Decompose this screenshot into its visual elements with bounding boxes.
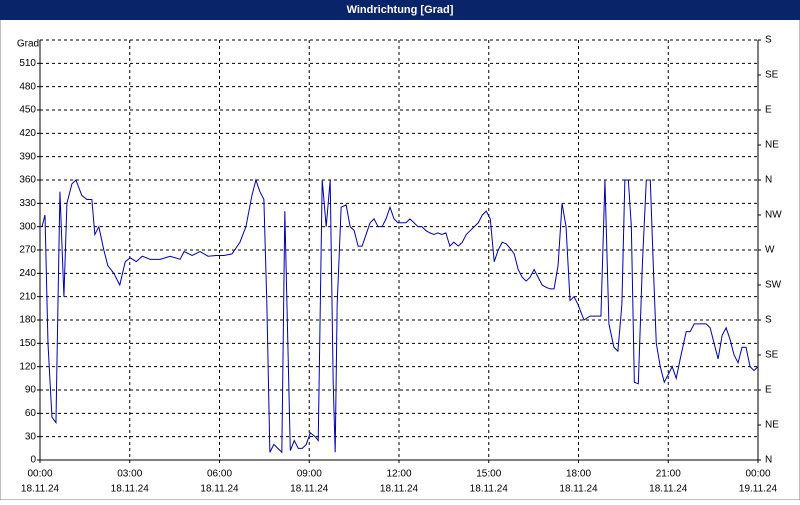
y-tick-label: 60	[25, 408, 37, 419]
title-bar	[0, 0, 800, 20]
y2-tick-label: E	[765, 385, 772, 396]
y-tick-label: 450	[19, 105, 36, 116]
x-tick-date: 18.11.24	[111, 484, 150, 495]
x-tick-label: 12:00	[386, 469, 411, 480]
y-tick-label: 330	[19, 198, 36, 209]
y-tick-label: 300	[19, 221, 36, 232]
y2-tick-label: S	[765, 315, 772, 326]
y2-tick-label: SW	[765, 280, 782, 291]
x-tick-date: 18.11.24	[470, 484, 509, 495]
y-tick-label: 0	[30, 455, 36, 466]
y2-tick-label: N	[765, 455, 772, 466]
y2-tick-label: N	[765, 175, 772, 186]
y2-tick-label: S	[765, 35, 772, 46]
x-tick-date: 18.11.24	[290, 484, 329, 495]
x-tick-label: 15:00	[476, 469, 501, 480]
y2-tick-label: W	[765, 245, 775, 256]
y2-tick-label: E	[765, 105, 772, 116]
y-tick-label: 480	[19, 81, 36, 92]
y-tick-label: 240	[19, 268, 36, 279]
x-tick-label: 09:00	[297, 469, 322, 480]
x-tick-date: 18.11.24	[200, 484, 239, 495]
y-tick-label: 90	[25, 385, 37, 396]
line-series	[41, 178, 759, 454]
y2-tick-label: NW	[765, 210, 782, 221]
x-tick-label: 06:00	[207, 469, 232, 480]
y2-tick-label: SE	[765, 350, 779, 361]
x-tick-date: 18.11.24	[380, 484, 419, 495]
y2-tick-label: NE	[765, 420, 779, 431]
x-tick-date: 18.11.24	[21, 484, 60, 495]
y2-tick-label: NE	[765, 140, 779, 151]
y-tick-label: 120	[19, 361, 36, 372]
y-tick-label: 270	[19, 245, 36, 256]
x-tick-label: 18:00	[566, 469, 591, 480]
y-tick-label: 150	[19, 338, 36, 349]
y-tick-label: 390	[19, 151, 36, 162]
y-tick-label: 510	[19, 58, 36, 69]
y-tick-label: 30	[25, 431, 37, 442]
x-tick-label: 00:00	[745, 469, 770, 480]
y-tick-label: 420	[19, 128, 36, 139]
y-tick-label: 360	[19, 175, 36, 186]
y-tick-label: 180	[19, 315, 36, 326]
x-tick-date: 18.11.24	[649, 484, 688, 495]
x-tick-date: 18.11.24	[559, 484, 598, 495]
x-tick-label: 00:00	[27, 469, 52, 480]
x-tick-label: 03:00	[117, 469, 142, 480]
y2-tick-label: SE	[765, 70, 779, 81]
y-tick-label: 210	[19, 291, 36, 302]
x-tick-date: 19.11.24	[739, 484, 778, 495]
chart-title: Windrichtung [Grad]	[347, 4, 454, 16]
x-tick-label: 21:00	[656, 469, 681, 480]
y-axis-label: Grad	[17, 39, 39, 50]
